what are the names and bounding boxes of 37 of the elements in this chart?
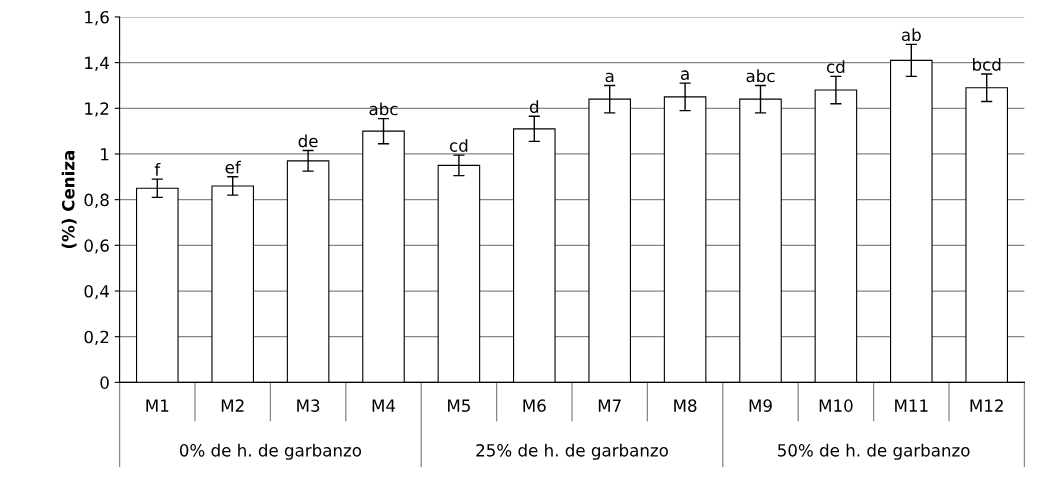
- x-tick-label: M3: [297, 399, 320, 412]
- annotation: a: [680, 70, 689, 80]
- x-tick-label: M2: [221, 399, 244, 412]
- x-tick-label: M4: [372, 399, 396, 412]
- text: 50% de h. de garbanzo: [778, 443, 970, 460]
- y-tick-label: 0,4: [84, 284, 109, 300]
- y-tick-label: 1,4: [85, 56, 109, 71]
- x-tick-label: M7: [598, 399, 621, 412]
- text: 0% de h. de garbanzo: [179, 443, 362, 460]
- annotation: ef: [225, 160, 242, 174]
- annotation: cd: [449, 138, 468, 152]
- annotation: cd: [826, 60, 845, 74]
- y-tick-label: 0,8: [84, 193, 109, 208]
- text: 25% de h. de garbanzo: [476, 443, 668, 460]
- y-tick-label: 1,2: [85, 102, 109, 117]
- y-tick-label: 0,2: [84, 330, 109, 345]
- y-axis-title: (%) Ceniza: [61, 151, 77, 249]
- y-tick-label: 1,6: [85, 10, 109, 26]
- annotation: bcd: [973, 57, 1001, 71]
- annotation: d: [529, 100, 539, 114]
- annotation: abc: [369, 102, 398, 116]
- annotation: de: [298, 134, 318, 148]
- y-tick-label: 0: [100, 376, 109, 389]
- annotation: abc: [746, 69, 775, 83]
- annotation: f: [154, 162, 161, 176]
- x-tick-label: M1: [146, 399, 169, 412]
- x-tick-label: M9: [749, 399, 772, 412]
- x-tick-label: M5: [448, 399, 470, 412]
- x-tick-label: M8: [674, 399, 697, 412]
- x-tick-label: M12: [970, 399, 1003, 412]
- annotation: ab: [901, 28, 921, 42]
- annotation: a: [605, 72, 614, 83]
- x-tick-label: M10: [819, 399, 853, 412]
- x-tick-label: M6: [523, 399, 546, 412]
- y-tick-label: 0,6: [84, 239, 109, 254]
- x-tick-label: M11: [895, 399, 928, 412]
- y-tick-label: 1: [101, 148, 109, 161]
